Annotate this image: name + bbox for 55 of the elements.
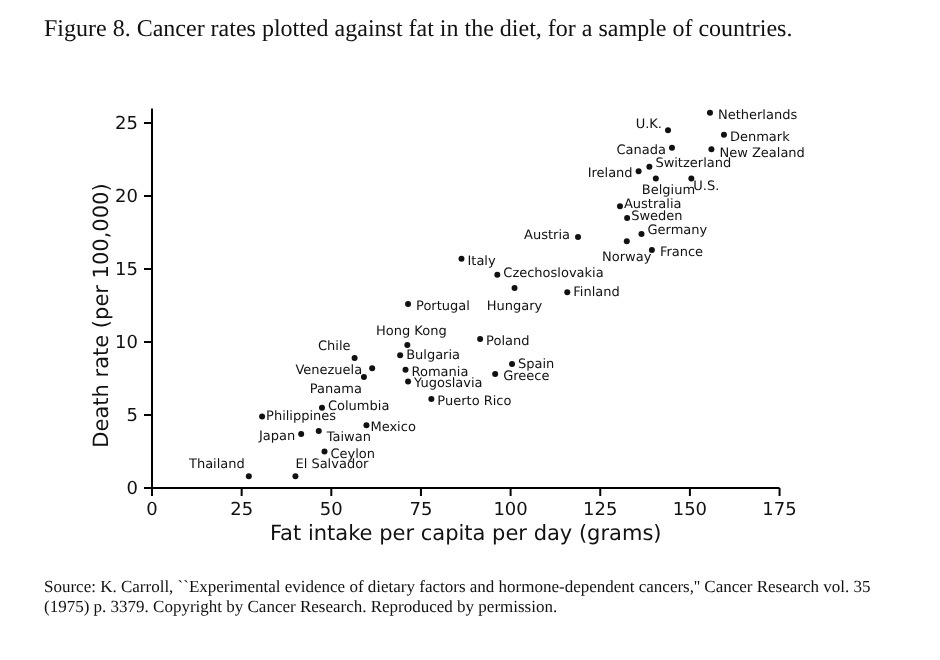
point [511, 284, 518, 291]
x-tick-label: 150 [672, 500, 708, 521]
point [720, 131, 727, 138]
chart-title: Figure 8. Cancer rates plotted against fat in the diet, for a sample of countries. [44, 14, 793, 42]
point [428, 395, 435, 402]
point [315, 428, 322, 435]
x-tick-label: 0 [146, 500, 159, 521]
point [259, 413, 266, 420]
y-tick-label: 0 [126, 479, 139, 500]
point [668, 144, 675, 151]
x-tick-label: 50 [319, 500, 344, 521]
point [405, 301, 412, 308]
point [652, 175, 659, 182]
point [360, 374, 367, 381]
point [405, 378, 412, 385]
y-tick-label: 10 [115, 333, 139, 354]
y-tick-label: 15 [115, 260, 138, 281]
point [616, 203, 623, 210]
point [706, 109, 713, 116]
x-axis-title: Fat intake per capita per day (grams) [269, 522, 662, 546]
x-tick-label: 75 [409, 500, 433, 521]
point [351, 355, 358, 362]
point [646, 163, 653, 170]
point [477, 336, 484, 343]
point [623, 238, 630, 245]
source-note: Source: K. Carroll, ``Experimental evidence of dietary factors and hormone-dependent cancers,'' Cancer Research vol. 35 (1975) p. 3379. Copyright by Cancer Research. Reproduced by permission. [44, 576, 871, 616]
point [708, 146, 715, 153]
point [624, 214, 631, 221]
point [494, 271, 501, 278]
point [564, 289, 571, 296]
point [321, 448, 328, 455]
y-axis-title: Death rate (per 100,000) [90, 183, 114, 448]
x-tick-label: 125 [583, 500, 618, 521]
point [509, 360, 516, 367]
point [397, 352, 404, 359]
point [492, 371, 499, 378]
point [404, 341, 411, 348]
point [638, 230, 645, 237]
point [635, 168, 642, 175]
x-tick-label: 100 [493, 500, 529, 521]
point [292, 473, 299, 480]
point [665, 127, 672, 134]
y-tick-label: 25 [115, 114, 138, 135]
point [458, 255, 465, 262]
y-tick-label: 5 [126, 406, 138, 427]
point [363, 422, 370, 429]
x-tick-label: 175 [762, 500, 797, 521]
point [402, 366, 409, 373]
point [575, 233, 582, 240]
point [298, 430, 305, 437]
point [245, 473, 252, 480]
point [688, 175, 695, 182]
x-tick-label: 25 [230, 500, 254, 521]
y-tick-label: 20 [115, 187, 139, 208]
point [369, 365, 376, 372]
